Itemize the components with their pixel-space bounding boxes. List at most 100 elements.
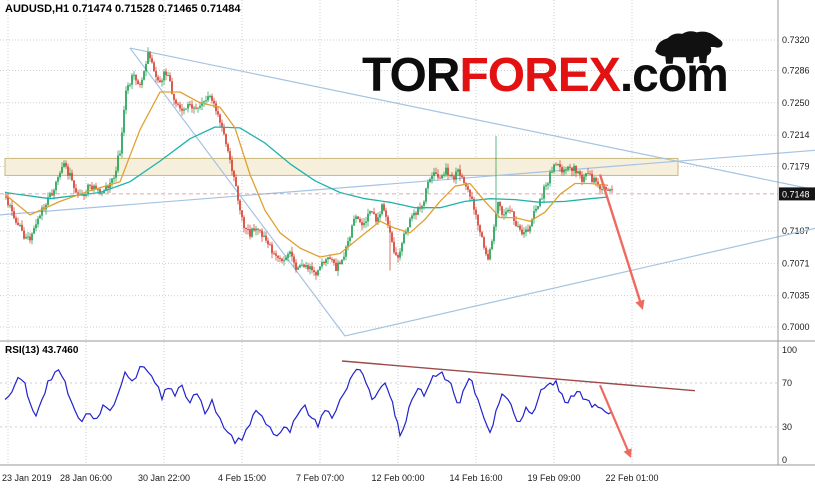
current-price-badge-label: 0.7148	[782, 189, 810, 199]
candle-body	[31, 233, 33, 241]
candle-body	[111, 178, 113, 183]
candle-body	[377, 217, 379, 222]
candle-body	[311, 266, 313, 271]
candle-body	[585, 173, 587, 177]
current-price-badge	[779, 187, 815, 201]
candle-body	[507, 209, 509, 212]
candle-body	[147, 52, 149, 64]
time-axis-label: 30 Jan 22:00	[138, 473, 190, 483]
candle-body	[605, 186, 607, 190]
candle-body	[297, 267, 299, 270]
candle-body	[143, 71, 145, 80]
forecast-arrow	[598, 174, 645, 311]
candle-body	[153, 62, 155, 72]
time-axis-label: 4 Feb 15:00	[218, 473, 266, 483]
candle-body	[255, 228, 257, 231]
candle-body	[225, 134, 227, 145]
candle-body	[601, 189, 603, 191]
candle-body	[173, 93, 175, 100]
candle-body	[443, 174, 445, 176]
candle-body	[67, 166, 69, 176]
ma-slow-line	[4, 126, 609, 209]
candle-body	[125, 90, 127, 110]
candle-body	[509, 209, 511, 211]
candle-body	[407, 227, 409, 232]
candle-body	[241, 210, 243, 218]
candle-body	[193, 107, 195, 109]
candle-body	[207, 96, 209, 101]
logo-tor: TOR	[362, 49, 460, 102]
rsi-trendline	[341, 360, 696, 392]
candle-body	[307, 265, 309, 270]
candle-body	[531, 219, 533, 227]
candle-body	[7, 196, 9, 206]
candle-body	[133, 74, 135, 76]
candle-body	[11, 205, 13, 212]
candle-body	[263, 235, 265, 237]
candle-body	[371, 211, 373, 213]
candle-body	[177, 103, 179, 105]
candle-body	[221, 122, 223, 127]
candle-body	[75, 188, 77, 193]
candle-body	[91, 185, 93, 190]
candle-body	[447, 167, 449, 176]
candle-body	[229, 151, 231, 160]
candle-body	[345, 246, 347, 257]
candle-body	[151, 58, 153, 63]
candle-body	[285, 257, 287, 261]
candle-body	[463, 177, 465, 183]
candle-body	[481, 232, 483, 238]
candle-body	[301, 264, 303, 266]
candle-body	[355, 216, 357, 219]
candle-body	[401, 243, 403, 252]
candle-body	[17, 222, 19, 225]
candle-body	[461, 175, 463, 178]
candle-body	[393, 241, 395, 253]
rsi-axis-label: 100	[782, 345, 797, 355]
candle-body	[35, 224, 37, 229]
time-axis-label: 7 Feb 07:00	[296, 473, 344, 483]
candle-body	[33, 228, 35, 234]
candle-body	[205, 100, 207, 102]
candle-body	[327, 257, 329, 260]
candle-body	[65, 163, 67, 167]
candle-body	[9, 205, 11, 207]
ma-fast-line	[4, 91, 609, 258]
candle-body	[315, 272, 317, 276]
candle-body	[5, 196, 7, 198]
candle-body	[457, 169, 459, 172]
candle-body	[55, 181, 57, 191]
candle-body	[553, 164, 555, 172]
candle-body	[203, 101, 205, 103]
rsi-axis-label: 70	[782, 378, 792, 388]
candle-body	[265, 235, 267, 241]
candle-body	[351, 225, 353, 238]
candle-body	[503, 214, 505, 216]
candle-body	[293, 256, 295, 263]
candle-body	[53, 190, 55, 196]
candle-body	[273, 253, 275, 255]
candle-body	[379, 214, 381, 218]
candle-body	[227, 144, 229, 152]
candle-body	[179, 104, 181, 109]
candle-body	[201, 102, 203, 106]
candle-body	[545, 185, 547, 187]
candle-body	[253, 228, 255, 231]
candle-body	[219, 114, 221, 123]
candle-body	[609, 189, 611, 191]
candle-body	[441, 175, 443, 179]
candle-body	[319, 266, 321, 271]
candle-body	[261, 230, 263, 237]
candle-body	[115, 170, 117, 178]
candle-body	[527, 229, 529, 232]
candle-body	[579, 171, 581, 175]
candle-body	[523, 232, 525, 235]
candle-body	[445, 167, 447, 175]
candle-body	[85, 194, 87, 196]
candle-body	[577, 171, 579, 174]
candle-body	[363, 222, 365, 226]
candle-body	[123, 109, 125, 133]
candle-body	[191, 104, 193, 109]
candle-body	[155, 71, 157, 77]
candle-body	[511, 210, 513, 212]
